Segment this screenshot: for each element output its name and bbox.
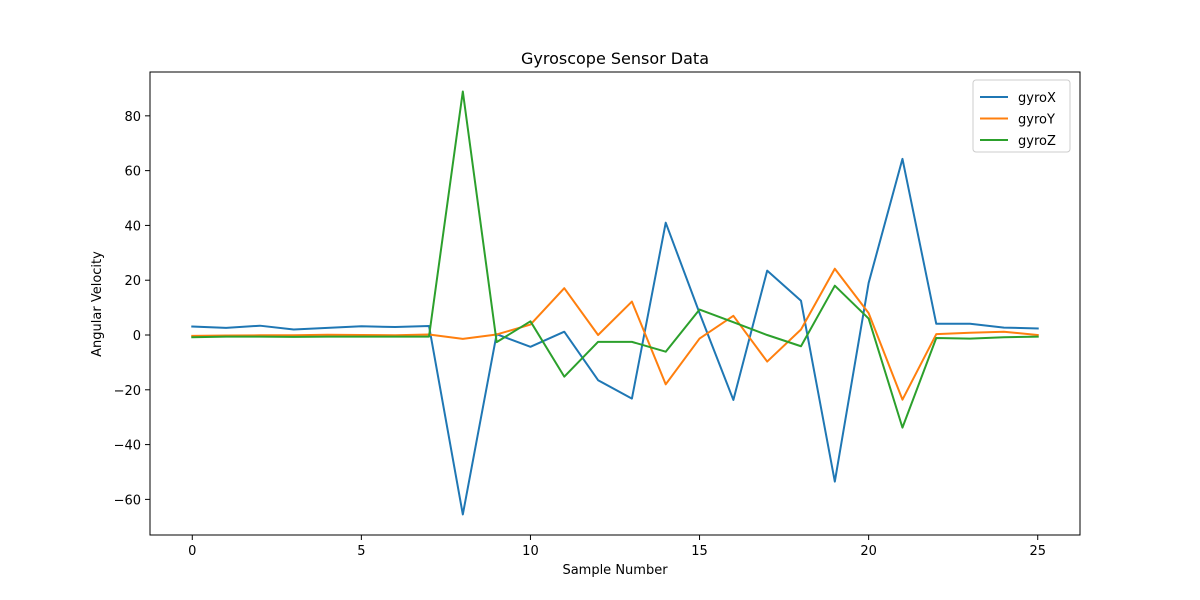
y-tick-label: 80 [124,110,141,125]
plot-frame [149,71,1081,536]
y-tick-label: 60 [124,165,141,180]
x-tick-label: 10 [522,544,539,559]
x-tick-label: 15 [691,544,708,559]
x-tick-label: 0 [188,544,196,559]
series-line-gyroY [191,267,1039,401]
x-tick-label: 5 [357,544,365,559]
series-line-gyroX [191,157,1039,516]
legend: gyroX gyroY gyroZ [972,79,1071,153]
y-axis-ticks: −60 −40 −20 0 20 40 60 80 [114,110,150,508]
x-tick-label: 25 [1029,544,1046,559]
series-layer [191,90,1039,516]
legend-label-gyroX: gyroX [1018,91,1056,106]
series-line-gyroZ [191,90,1039,429]
y-tick-label: −60 [114,493,141,508]
y-tick-label: 40 [124,219,141,234]
y-tick-label: 0 [133,329,141,344]
y-tick-label: 20 [124,274,141,289]
legend-label-gyroZ: gyroZ [1018,134,1056,149]
y-tick-label: −20 [114,384,141,399]
chart-title: Gyroscope Sensor Data [521,49,709,68]
y-tick-label: −40 [114,439,141,454]
x-tick-label: 20 [860,544,877,559]
y-axis-label: Angular Velocity [90,251,105,357]
x-axis-ticks: 0 5 10 15 20 25 [188,535,1046,559]
x-axis-label: Sample Number [562,563,668,578]
legend-label-gyroY: gyroY [1018,113,1055,128]
